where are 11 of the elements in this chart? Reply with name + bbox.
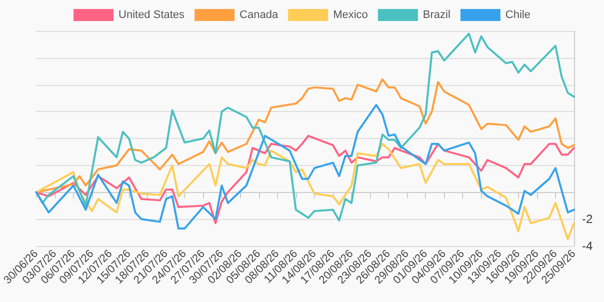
legend-label: United States: [118, 9, 186, 21]
legend-label: Brazil: [422, 9, 450, 21]
line-series: [35, 142, 575, 240]
legend-label: Canada: [240, 9, 279, 21]
legend-label: Mexico: [333, 9, 368, 21]
y-tick-label: -4: [582, 239, 593, 253]
y-tick-label: -2: [582, 212, 593, 226]
line-series: [35, 32, 575, 222]
legend-label: Chile: [505, 9, 531, 21]
line-series: [35, 104, 575, 230]
line-series: [35, 134, 575, 224]
